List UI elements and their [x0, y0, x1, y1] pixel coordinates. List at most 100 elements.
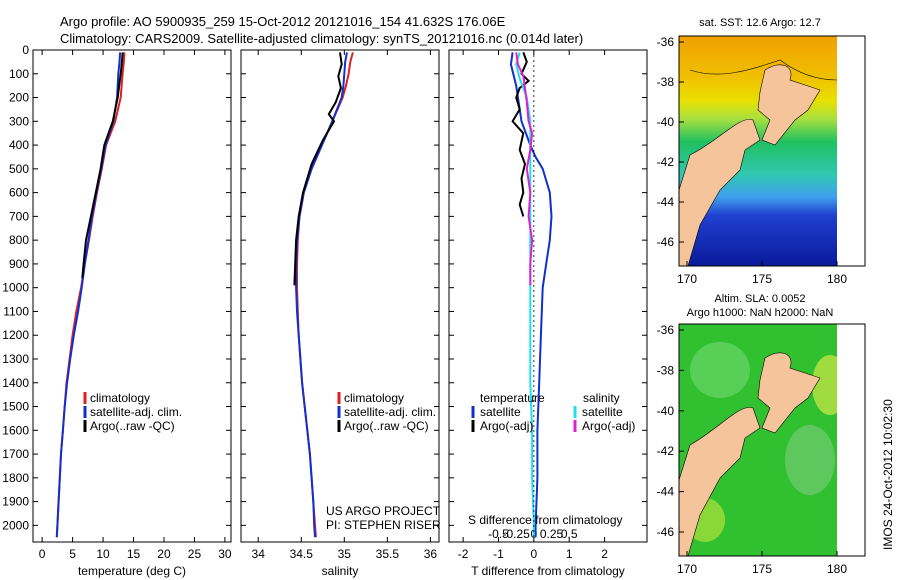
series-line-argo: [293, 52, 343, 286]
header-title-line2: Climatology: CARS2009. Satellite-adjuste…: [60, 31, 583, 46]
depth-tick-label: 1800: [2, 471, 29, 485]
footer-stamp: IMOS 24-Oct-2012 10:02:30: [881, 399, 895, 550]
depth-tick-label: 0: [22, 43, 29, 57]
x-tick-label: 2: [601, 547, 608, 561]
series-lines-layer: [55, 52, 553, 538]
depth-tick-label: 1300: [2, 352, 29, 366]
map-lat-label: -42: [657, 444, 675, 458]
difference-axes-frame: [448, 49, 648, 543]
map-lat-label: -44: [657, 195, 675, 209]
sst-map-frame: [678, 35, 866, 267]
x-tick-label: 0: [531, 547, 538, 561]
south-island-landmass: [678, 407, 761, 557]
temperature-axes-frame: [32, 49, 232, 543]
legend-temperature-heading: temperature: [480, 391, 545, 405]
sst-map: [678, 35, 866, 267]
sla-map-title: Altim. SLA: 0.0052: [714, 293, 805, 305]
map-lon-label: 175: [752, 272, 772, 286]
sla-map: [678, 323, 866, 557]
legend-argo-label: Argo(..raw -QC): [344, 419, 429, 433]
salinity-axes-frame: [240, 49, 440, 543]
map-lat-label: -36: [657, 35, 675, 49]
sst-contour: [689, 59, 838, 81]
top-axis-tick-label: 0.25: [540, 527, 564, 541]
legend-salinity-heading: salinity: [583, 391, 620, 405]
depth-tick-label: 300: [9, 114, 29, 128]
x-tick-label: 10: [96, 547, 110, 561]
sst-map-title: sat. SST: 12.6 Argo: 12.7: [699, 17, 821, 29]
x-tick-label: 34: [252, 547, 266, 561]
map-lon-label: 170: [677, 272, 697, 286]
depth-tick-label: 900: [9, 257, 29, 271]
map-ticks-layer: -36 -38 -40 -42 -44 -46 170 175 180 -36 -38 -40 -42 -…: [657, 35, 848, 576]
sla-anomaly: [785, 425, 835, 495]
s-difference-axis-label: S difference from climatology: [468, 513, 623, 527]
x-tick-label: 34.5: [290, 547, 314, 561]
x-tick-label: 36: [424, 547, 438, 561]
depth-tick-label: 1600: [2, 423, 29, 437]
legend-t-argo-label: Argo(-adj): [480, 419, 533, 433]
x-tick-label: 35.5: [376, 547, 400, 561]
depth-tick-label: 1900: [2, 495, 29, 509]
legend-s-sat-label: satellite: [582, 405, 623, 419]
temperature-xlabel: temperature (deg C): [78, 564, 186, 578]
difference-legend: temperature satellite Argo(-adj) salinit…: [468, 391, 635, 527]
sla-map-subtitle: Argo h1000: NaN h2000: NaN: [687, 307, 834, 319]
x-tick-label: -1: [493, 547, 504, 561]
map-lat-label: -46: [657, 235, 675, 249]
x-tick-label: 5: [69, 547, 76, 561]
legend-t-sat-label: satellite: [480, 405, 521, 419]
x-tick-label: 15: [127, 547, 141, 561]
top-axis-tick-label: 0.5: [561, 527, 578, 541]
map-lat-label: -38: [657, 75, 675, 89]
depth-tick-label: 1700: [2, 447, 29, 461]
depth-tick-label: 1200: [2, 328, 29, 342]
legend-clim-label: climatology: [344, 391, 404, 405]
map-lat-label: -44: [657, 485, 675, 499]
map-lon-label: 170: [677, 562, 697, 576]
map-lon-label: 175: [752, 562, 772, 576]
map-lon-label: 180: [827, 562, 847, 576]
depth-tick-label: 400: [9, 138, 29, 152]
depth-tick-label: 800: [9, 233, 29, 247]
sla-anomaly: [690, 342, 750, 398]
series-line-argo: [81, 52, 124, 279]
legend-argo-label: Argo(..raw -QC): [90, 419, 175, 433]
depth-tick-label: 500: [9, 162, 29, 176]
depth-tick-label: 1500: [2, 400, 29, 414]
map-lat-label: -40: [657, 115, 675, 129]
map-lat-label: -46: [657, 525, 675, 539]
difference-xlabel: T difference from climatology: [471, 564, 625, 578]
depth-tick-label: 600: [9, 186, 29, 200]
x-tick-label: -2: [458, 547, 469, 561]
x-tick-label: 25: [188, 547, 202, 561]
axis-ticks-layer: 0 5 10 15 20 25 300100200300400500600700800900…: [2, 43, 647, 561]
legend-sat-label: satellite-adj. clim.: [90, 405, 182, 419]
depth-tick-label: 1100: [3, 304, 29, 318]
project-note: US ARGO PROJECT: [326, 504, 441, 518]
map-lat-label: -38: [657, 363, 675, 377]
depth-tick-label: 1000: [2, 281, 29, 295]
south-island-landmass: [678, 119, 761, 267]
north-island-landmass: [757, 352, 821, 434]
x-tick-label: 30: [218, 547, 232, 561]
x-tick-label: 20: [157, 547, 171, 561]
top-axis-tick-label: -0.5: [488, 527, 509, 541]
top-axis-tick-label: -0.25: [502, 527, 530, 541]
depth-tick-label: 2000: [2, 518, 29, 532]
series-line-s-satellite: [515, 52, 535, 538]
x-tick-label: 0: [39, 547, 46, 561]
depth-tick-label: 100: [9, 67, 29, 81]
legend-clim-label: climatology: [90, 391, 150, 405]
depth-tick-label: 200: [9, 91, 29, 105]
depth-tick-label: 1400: [2, 376, 29, 390]
sst-nodata-strip: [837, 36, 865, 266]
legend-sat-label: satellite-adj. clim.: [344, 405, 436, 419]
header-title-line1: Argo profile: AO 5900935_259 15-Oct-2012…: [60, 14, 506, 29]
pi-note: PI: STEPHEN RISER: [326, 518, 441, 532]
sla-map-frame: [678, 323, 866, 557]
x-tick-label: 35: [338, 547, 352, 561]
legend-s-argo-label: Argo(-adj): [582, 419, 635, 433]
series-line-s-argo: [515, 52, 534, 286]
map-lat-label: -42: [657, 155, 675, 169]
